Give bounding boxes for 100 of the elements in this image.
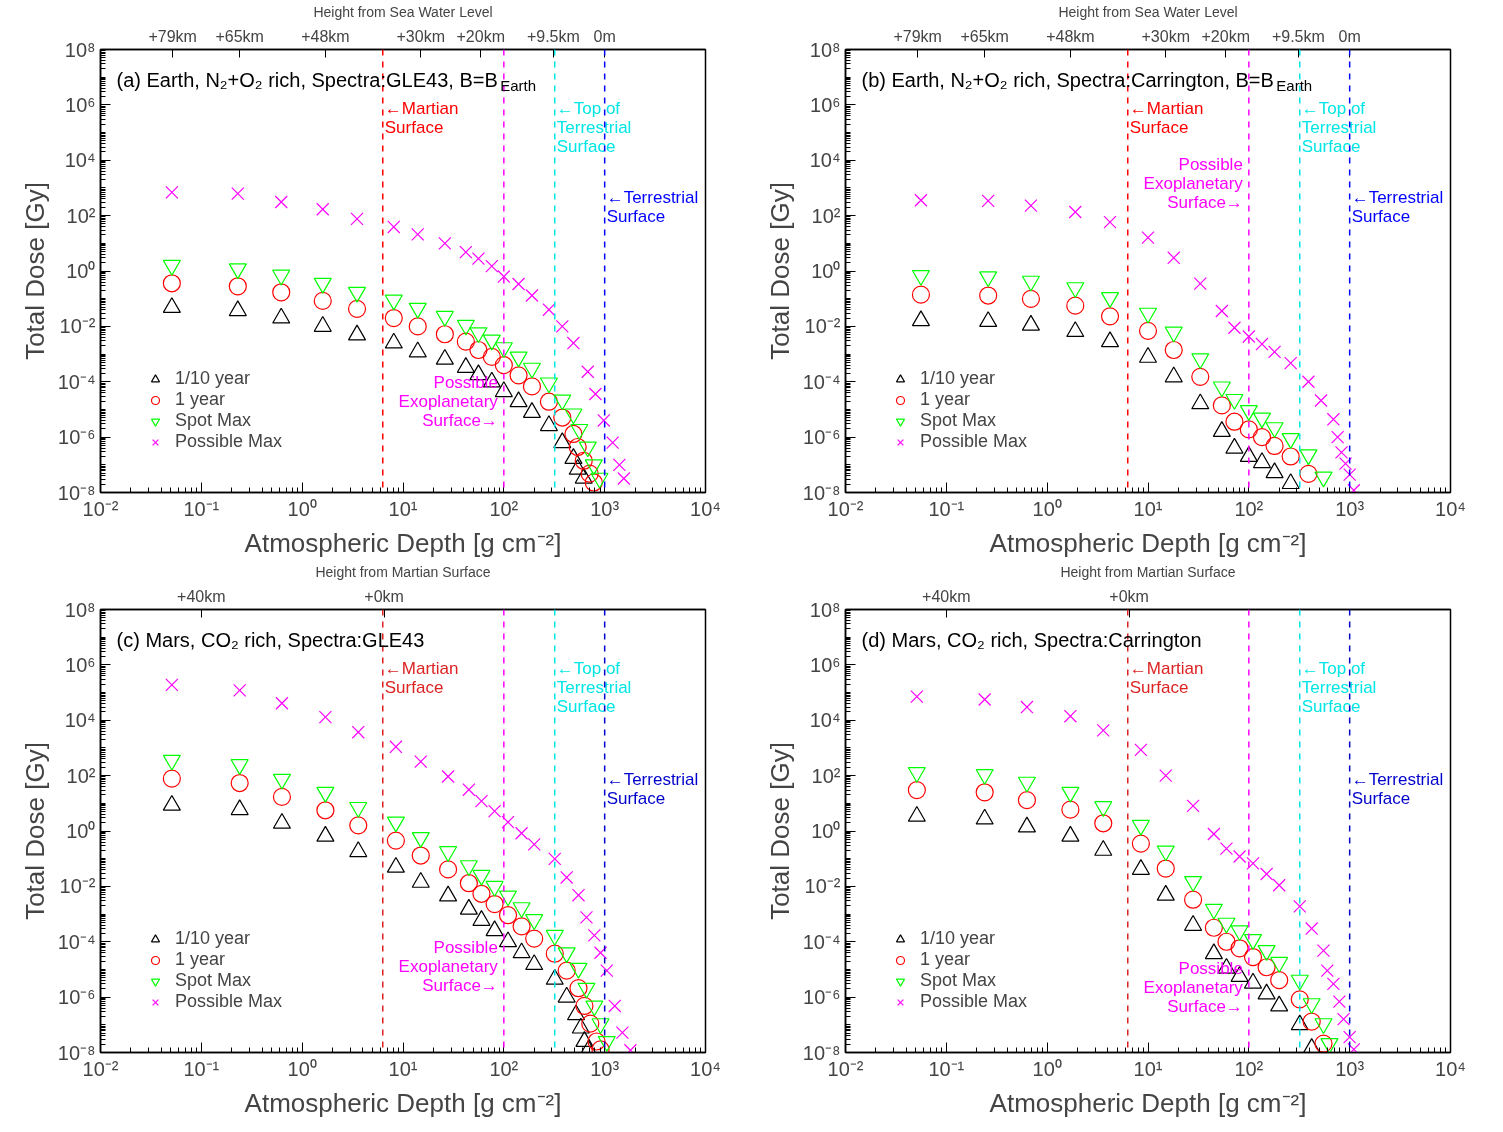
- legend-label: 1/10 year: [175, 928, 251, 949]
- x-tick-label: 10⁻²: [827, 497, 864, 520]
- ref-line-label: Possible Exoplanetary Surface→: [398, 937, 499, 995]
- text: +0km: [1109, 587, 1149, 605]
- legend-label: Possible Max: [175, 991, 283, 1012]
- legend-label: Possible Max: [920, 991, 1028, 1012]
- y-tick-label: 10⁶: [65, 653, 96, 676]
- legend-label: Spot Max: [920, 410, 997, 431]
- y-tick-label: 10⁸: [809, 38, 841, 61]
- y-axis-title: Total Dose [Gy]: [19, 182, 50, 360]
- y-tick-label: 10⁶: [810, 93, 841, 116]
- ref-line-label: ←Terrestrial Surface: [1351, 769, 1444, 808]
- y-tick-label: 10⁸: [809, 598, 841, 621]
- ref-line-label: Possible Exoplanetary Surface→: [398, 373, 499, 431]
- text: +0km: [364, 587, 404, 605]
- ref-line-label: ←Top of Terrestrial Surface: [1301, 659, 1377, 717]
- x-axis-title: Atmospheric Depth [g cm⁻²]: [244, 527, 562, 558]
- x-tick-label: 10⁰: [287, 497, 317, 520]
- text: +40km: [922, 587, 971, 605]
- legend-label: 1 year: [175, 949, 226, 970]
- y-axis-title: Total Dose [Gy]: [764, 182, 795, 360]
- text: +9.5km: [1271, 27, 1325, 45]
- y-tick-label: 10²: [66, 764, 96, 787]
- ref-line-label: ←Martian Surface: [384, 659, 459, 698]
- y-tick-label: 10²: [811, 204, 841, 227]
- ref-line-label: ←Top of Terrestrial Surface: [556, 659, 632, 717]
- x-tick-label: 10²: [489, 497, 519, 520]
- text: +79km: [148, 27, 197, 45]
- x-tick-label: 10¹: [1133, 497, 1163, 520]
- x-tick-label: 10⁻¹: [928, 497, 965, 520]
- legend-label: 1 year: [920, 389, 971, 410]
- text: +30km: [1141, 27, 1190, 45]
- y-tick-label: 10⁴: [64, 149, 96, 172]
- text: +48km: [301, 27, 350, 45]
- x-tick-label: 10⁰: [287, 1057, 317, 1080]
- x-tick-label: 10⁰: [1032, 497, 1062, 520]
- x-tick-label: 10³: [590, 1057, 620, 1080]
- y-tick-label: 10⁰: [66, 820, 96, 842]
- x-tick-label: 10⁻¹: [183, 497, 220, 520]
- legend-label: 1 year: [175, 389, 226, 410]
- legend-label: 1/10 year: [920, 368, 996, 389]
- y-tick-label: 10⁻²: [804, 315, 841, 338]
- ref-line-label: ←Terrestrial Surface: [606, 769, 699, 808]
- y-tick-label: 10⁻⁶: [58, 986, 96, 1009]
- x-axis-title: Atmospheric Depth [g cm⁻²]: [989, 527, 1307, 558]
- x-tick-label: 10³: [1335, 497, 1365, 520]
- text: 0m: [593, 27, 616, 45]
- x-tick-label: 10³: [590, 497, 620, 520]
- legend-label: Spot Max: [175, 970, 252, 991]
- y-tick-label: 10⁸: [64, 598, 96, 621]
- x-tick-label: 10²: [1234, 497, 1264, 520]
- legend-label: Possible Max: [920, 431, 1028, 452]
- text: Height from Martian Surface: [315, 563, 491, 580]
- ref-line-label: ←Top of Terrestrial Surface: [1301, 99, 1377, 157]
- y-tick-label: 10⁻⁶: [803, 426, 841, 449]
- x-tick-label: 10⁰: [1032, 1057, 1062, 1080]
- y-tick-label: 10⁻⁶: [58, 426, 96, 449]
- x-axis-title: Atmospheric Depth [g cm⁻²]: [244, 1087, 562, 1118]
- legend-label: Spot Max: [920, 970, 997, 991]
- y-tick-label: 10⁻⁴: [57, 930, 96, 953]
- legend-label: 1/10 year: [920, 928, 996, 949]
- x-tick-label: 10⁻²: [82, 497, 119, 520]
- x-tick-label: 10²: [1234, 1057, 1264, 1080]
- text: +48km: [1046, 27, 1095, 45]
- y-tick-label: 10⁰: [66, 260, 96, 282]
- x-tick-label: 10¹: [388, 1057, 418, 1080]
- text: +30km: [396, 27, 445, 45]
- y-tick-label: 10⁻⁴: [802, 930, 841, 953]
- text: +9.5km: [526, 27, 580, 45]
- text: +65km: [960, 27, 1009, 45]
- x-tick-label: 10¹: [1133, 1057, 1163, 1080]
- ref-line-label: Possible Exoplanetary Surface→: [1143, 154, 1244, 212]
- ref-line-label: ←Terrestrial Surface: [1351, 187, 1444, 226]
- text: +20km: [1201, 27, 1250, 45]
- legend-label: 1 year: [920, 949, 971, 970]
- y-tick-label: 10⁻⁴: [57, 370, 96, 393]
- ref-line-label: ←Terrestrial Surface: [606, 187, 699, 226]
- text: (d) Mars, CO₂ rich, Spectra:Carrington: [861, 628, 1202, 651]
- legend-label: Spot Max: [175, 410, 252, 431]
- y-axis-title: Total Dose [Gy]: [19, 742, 50, 920]
- text: Height from Sea Water Level: [1058, 3, 1238, 20]
- x-tick-label: 10⁴: [690, 497, 721, 520]
- y-tick-label: 10⁶: [65, 93, 96, 116]
- legend-label: 1/10 year: [175, 368, 251, 389]
- ref-line-label: ←Martian Surface: [1129, 659, 1204, 698]
- y-tick-label: 10⁻²: [804, 875, 841, 898]
- y-tick-label: 10⁻⁴: [802, 370, 841, 393]
- ref-line-label: ←Martian Surface: [1129, 99, 1204, 138]
- x-axis-title: Atmospheric Depth [g cm⁻²]: [989, 1087, 1307, 1118]
- y-tick-label: 10⁰: [811, 260, 841, 282]
- ref-line-label: ←Martian Surface: [384, 99, 459, 138]
- y-tick-label: 10⁴: [64, 709, 96, 732]
- x-tick-label: 10³: [1335, 1057, 1365, 1080]
- x-tick-label: 10⁻¹: [928, 1057, 965, 1080]
- y-tick-label: 10⁰: [811, 820, 841, 842]
- text: Height from Martian Surface: [1060, 563, 1236, 580]
- x-tick-label: 10¹: [388, 497, 418, 520]
- y-axis-title: Total Dose [Gy]: [764, 742, 795, 920]
- x-tick-label: 10⁻²: [82, 1057, 119, 1080]
- text: (c) Mars, CO₂ rich, Spectra:GLE43: [116, 628, 425, 651]
